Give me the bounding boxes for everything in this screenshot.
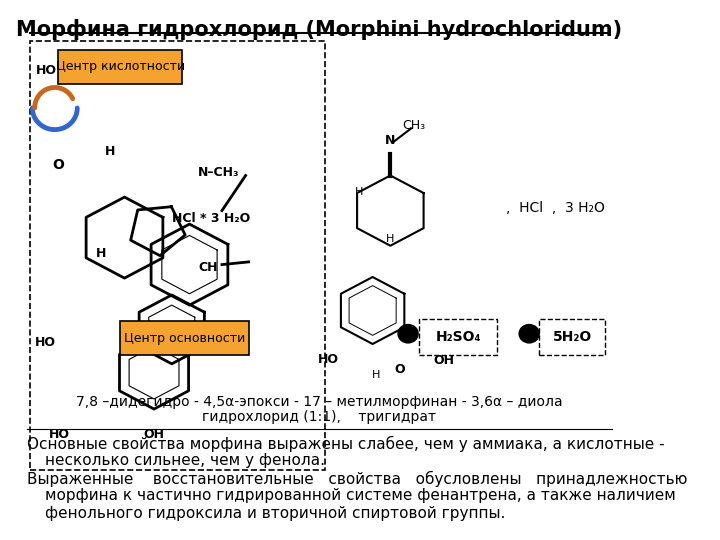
FancyBboxPatch shape <box>30 40 325 470</box>
Text: гидрохлорид (1:1),    тригидрат: гидрохлорид (1:1), тригидрат <box>202 410 436 424</box>
Text: H: H <box>104 145 115 158</box>
Text: N: N <box>385 134 395 147</box>
FancyBboxPatch shape <box>539 319 605 355</box>
Text: CH: CH <box>198 261 218 274</box>
Text: HO: HO <box>49 428 70 441</box>
Text: Центр кислотности: Центр кислотности <box>55 60 185 73</box>
Text: Основные свойства морфина выражены слабее, чем у аммиака, а кислотные -: Основные свойства морфина выражены слабе… <box>27 436 665 452</box>
Text: несколько сильнее, чем у фенола.: несколько сильнее, чем у фенола. <box>45 453 325 468</box>
Circle shape <box>519 325 539 343</box>
Text: HO: HO <box>318 353 339 366</box>
Text: Морфина гидрохлорид (Morphini hydrochloridum): Морфина гидрохлорид (Morphini hydrochlor… <box>17 19 623 40</box>
Text: H₂SO₄: H₂SO₄ <box>436 330 481 344</box>
Text: HCl * 3 H₂O: HCl * 3 H₂O <box>172 212 250 225</box>
Text: OH: OH <box>433 354 454 367</box>
Text: OH: OH <box>143 428 165 441</box>
FancyBboxPatch shape <box>58 50 182 84</box>
Text: Выраженные    восстановительные   свойства   обусловлены   принадлежностью: Выраженные восстановительные свойства об… <box>27 471 688 487</box>
Text: O: O <box>53 158 64 172</box>
Text: O: O <box>394 363 405 376</box>
Text: 7,8 –дидегидро - 4,5α-эпокси - 17 – метилморфинан - 3,6α – диола: 7,8 –дидегидро - 4,5α-эпокси - 17 – мети… <box>76 395 563 409</box>
FancyBboxPatch shape <box>419 319 497 355</box>
FancyBboxPatch shape <box>120 321 249 355</box>
Text: морфина к частично гидрированной системе фенантрена, а также наличием: морфина к частично гидрированной системе… <box>45 488 675 503</box>
Text: H: H <box>386 234 395 244</box>
Circle shape <box>398 325 418 343</box>
Text: Центр основности: Центр основности <box>124 332 246 345</box>
Text: H: H <box>372 370 380 380</box>
Text: 5H₂O: 5H₂O <box>553 330 592 344</box>
Text: H: H <box>355 187 363 197</box>
Text: НО: НО <box>36 64 57 77</box>
Text: H: H <box>96 247 106 260</box>
Text: фенольного гидроксила и вторичной спиртовой группы.: фенольного гидроксила и вторичной спирто… <box>45 506 505 521</box>
Text: ,  HCl  ,  3 H₂O: , HCl , 3 H₂O <box>505 201 604 215</box>
Text: CH₃: CH₃ <box>402 119 426 132</box>
Text: N–CH₃: N–CH₃ <box>198 166 240 179</box>
Text: НО: НО <box>35 336 55 349</box>
